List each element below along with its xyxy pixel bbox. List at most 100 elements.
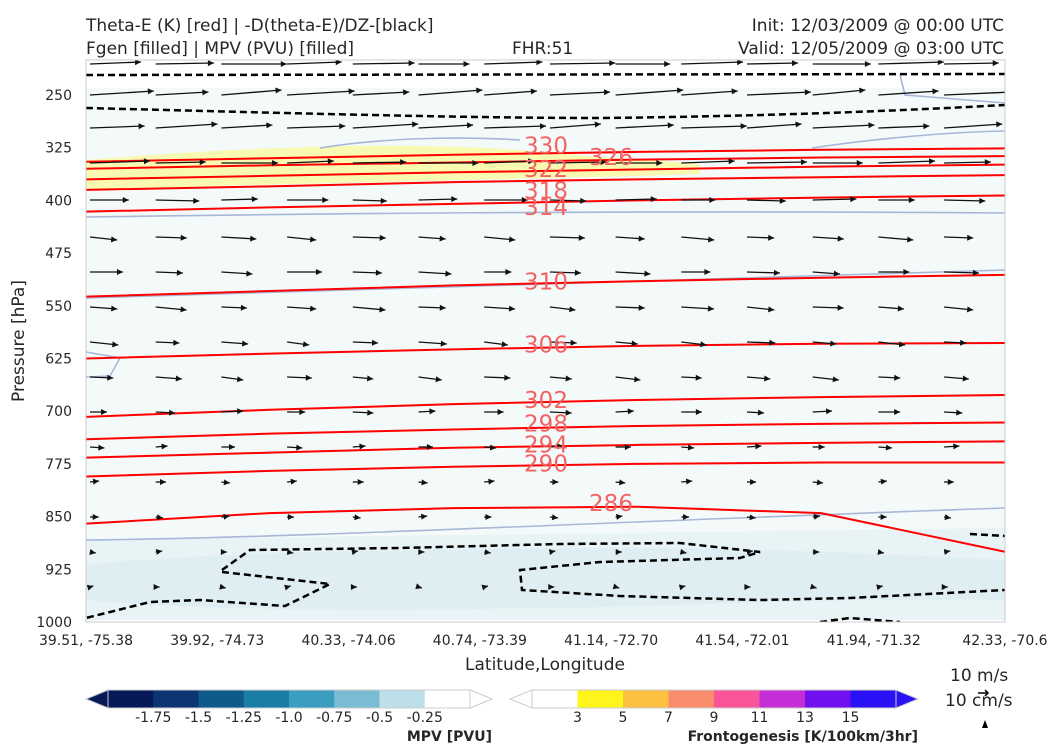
theta-e-contour-line: [86, 461, 1005, 478]
stability-contour: [86, 103, 1005, 120]
wind-vector-head: [143, 158, 150, 165]
wind-vector-head: [202, 89, 209, 96]
wind-vector-head: [350, 584, 357, 590]
wind-vector-head: [299, 409, 306, 415]
wind-vector-head: [107, 374, 114, 381]
mpv-colorbar-tick-label: -1.75: [135, 710, 171, 726]
y-tick-label: 475: [45, 246, 72, 262]
x-axis-label: Latitude,Longitude: [465, 655, 625, 675]
wind-vector-head: [501, 341, 508, 348]
wind-vector-head: [755, 443, 762, 450]
wind-vector-head: [600, 159, 607, 166]
wind-vector: [221, 89, 282, 96]
wind-vector-head: [996, 121, 1003, 128]
wind-vector-head: [116, 269, 123, 275]
wind-vector-head: [418, 549, 425, 555]
wind-vector-head: [574, 269, 581, 276]
wind-vector: [352, 91, 410, 96]
wind-vector-head: [366, 375, 374, 382]
wind-vector-head: [463, 61, 470, 67]
wind-vector-head: [223, 479, 230, 486]
wind-vector: [155, 91, 209, 96]
wind-vectors: [86, 60, 1005, 591]
wind-vector-head: [816, 479, 823, 486]
wind-vector: [615, 198, 657, 201]
wind-vector-head: [856, 160, 863, 166]
wind-vector: [681, 160, 735, 164]
fgen-colorbar-swatch: [714, 690, 760, 708]
fgen-fill-yellow: [86, 145, 700, 190]
fgen-colorbar-tick-label: 7: [664, 710, 673, 726]
wind-vector-head: [894, 409, 901, 415]
wind-vector-head: [569, 306, 576, 313]
mpv-colorbar-swatch: [424, 690, 471, 708]
title-left-1: Theta-E (K) [red] | -D(theta-E)/DZ-[blac…: [85, 16, 434, 36]
mpv-colorbar-swatch: [379, 690, 426, 708]
wind-vector-head: [979, 197, 986, 204]
wind-vector-head: [379, 234, 386, 241]
mpv-colorbar-tick-label: -0.75: [316, 710, 352, 726]
wind-vector-head: [740, 123, 747, 130]
wind-vector: [549, 161, 607, 164]
fgen-colorbar-title: Frontogenesis [K/100km/3hr]: [688, 729, 918, 745]
wind-vector: [549, 199, 587, 202]
wind-vector-head: [859, 87, 866, 94]
init-time: Init: 12/03/2009 @ 00:00 UTC: [752, 16, 1004, 36]
mpv-fill-light: [86, 88, 1005, 620]
wind-vector-head: [552, 479, 559, 485]
wind-vector-head: [310, 305, 317, 312]
mpv-colorbar-swatch: [243, 690, 290, 708]
wind-vector-head: [664, 61, 671, 67]
wind-vector-head: [570, 339, 577, 346]
theta-e-contour-label: 294: [524, 432, 568, 458]
wind-vector-head: [451, 196, 458, 203]
wind-vector-head: [161, 443, 168, 450]
wind-vector-head: [932, 88, 939, 95]
title-left-2: Fgen [filled] | MPV (PVU) [filled]: [86, 39, 354, 59]
fgen-colorbar-arrow-right: [895, 689, 920, 709]
wind-vector-head: [305, 374, 312, 381]
fgen-colorbar-tick-label: 15: [842, 710, 860, 726]
wind-vector: [944, 123, 1003, 129]
wind-vector: [287, 61, 342, 65]
wind-vector: [878, 160, 936, 164]
wind-vector: [418, 124, 474, 129]
wind-vector-head: [236, 376, 244, 383]
wind-vector-head: [683, 514, 690, 520]
wind-vector-head: [731, 88, 738, 95]
wind-vector-head: [695, 409, 702, 415]
wind-vector-head: [972, 269, 979, 276]
wind-vector-head: [837, 304, 844, 311]
wind-vector-head: [580, 197, 587, 204]
wind-vector-head: [548, 549, 556, 556]
wind-vector-head: [967, 234, 974, 241]
fgen-colorbar-swatch: [577, 690, 624, 708]
wind-vector: [944, 199, 986, 202]
wind-vector-head: [266, 122, 273, 129]
wind-vector: [287, 125, 346, 129]
wind-vector-head: [704, 269, 711, 275]
wind-vector-head: [485, 514, 492, 520]
wind-vector: [287, 160, 334, 164]
theta-e-contour-label: 302: [524, 388, 568, 414]
wind-vector-head: [287, 514, 294, 520]
wind-vector-head: [439, 304, 446, 311]
wind-vector: [746, 199, 786, 202]
wind-vector-head: [207, 60, 214, 67]
wind-vector-head: [327, 158, 334, 165]
x-tick-label: 41.14, -72.70: [564, 633, 658, 649]
wind-vector-head: [476, 87, 483, 94]
wind-vector-head: [246, 270, 253, 277]
y-tick-label: 625: [45, 352, 72, 368]
mpv-contour: [86, 351, 122, 378]
wind-vector-head: [351, 549, 358, 556]
theta-e-contour-line: [86, 147, 1005, 163]
wind-vector: [746, 161, 807, 164]
fgen-colorbar-arrow-left: [508, 689, 533, 709]
theta-e-contour-line: [86, 505, 1005, 553]
wind-vector-head: [594, 121, 601, 128]
wind-vector-head: [296, 444, 303, 451]
wind-vector-head: [536, 60, 543, 66]
